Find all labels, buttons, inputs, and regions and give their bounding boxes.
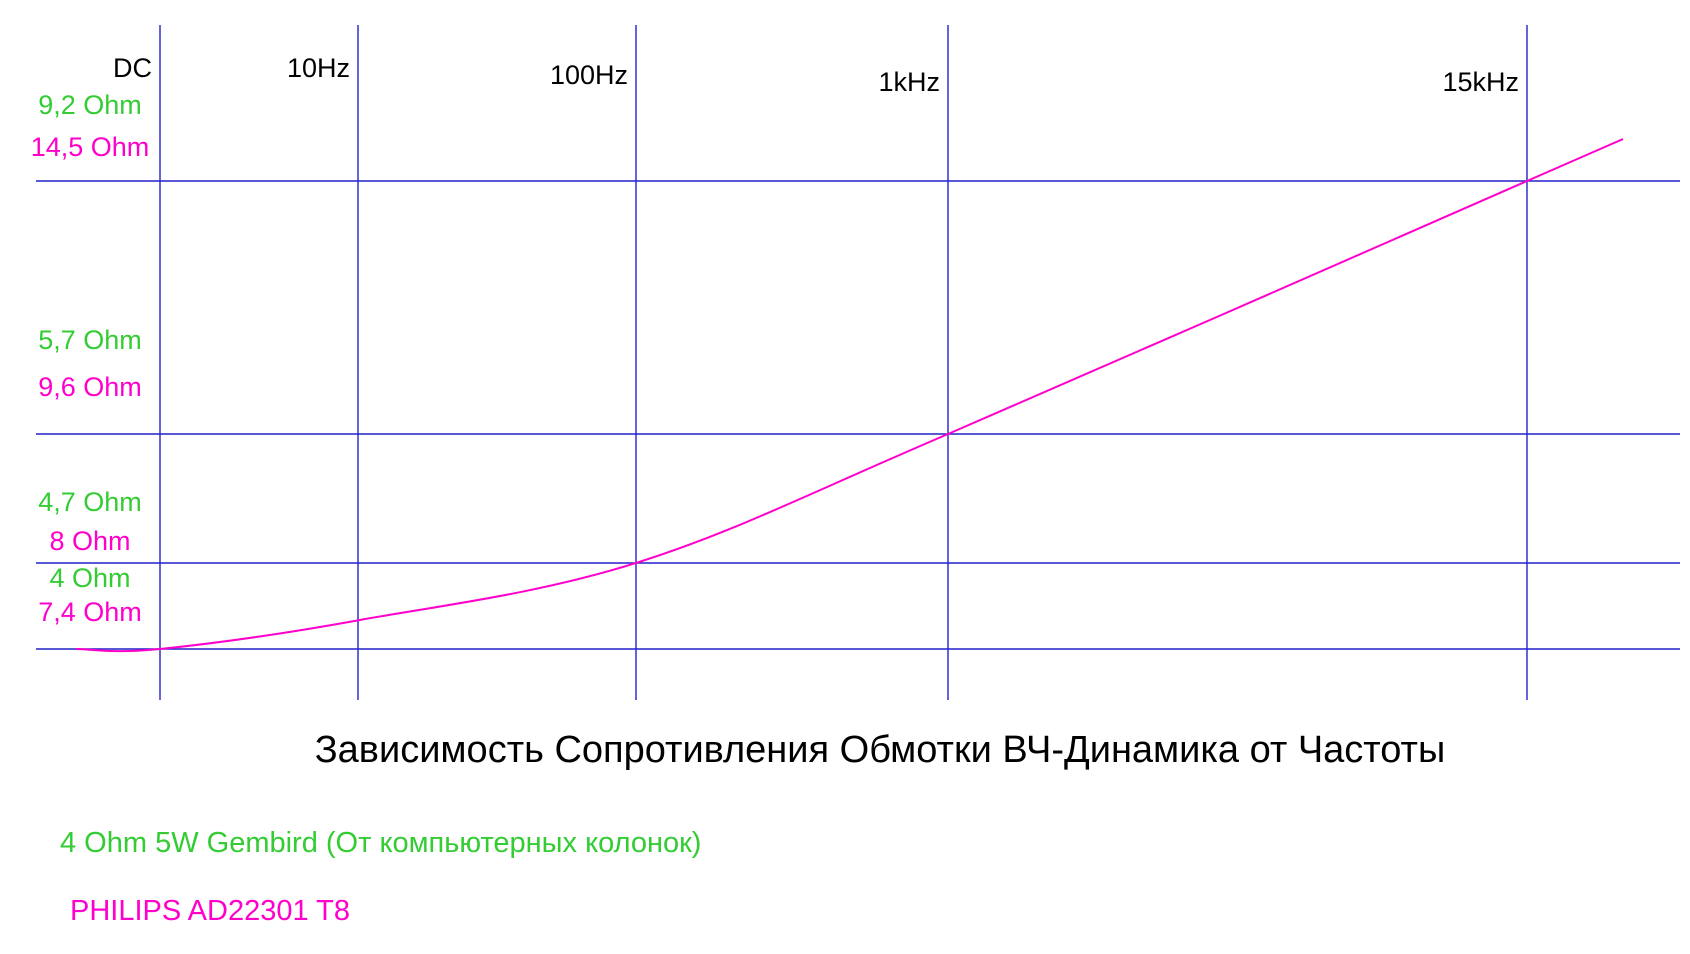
- y-tick-label-magenta: 14,5 Ohm: [31, 132, 150, 162]
- x-tick-label: 100Hz: [550, 60, 628, 90]
- y-tick-labels: 4 Ohm 7,4 Ohm 4,7 Ohm 8 Ohm 5,7 Ohm 9,6 Ohm 9,…: [31, 90, 150, 627]
- legend-entry-gembird: 4 Ohm 5W Gembird (От компьютерных колоно…: [60, 827, 701, 859]
- series-group: [75, 138, 1624, 653]
- legend-entry-philips: PHILIPS AD22301 T8: [70, 895, 350, 927]
- x-tick-label: 1kHz: [878, 67, 940, 97]
- y-tick-label-green: 9,2 Ohm: [38, 90, 142, 120]
- series-line-philips: [75, 138, 1624, 653]
- y-tick-label-green: 4 Ohm: [49, 563, 130, 593]
- grid: [36, 25, 1680, 700]
- x-tick-label: DC: [113, 53, 152, 83]
- y-tick-label-magenta: 8 Ohm: [49, 526, 130, 556]
- y-tick-label-magenta: 9,6 Ohm: [38, 372, 142, 402]
- y-tick-label-magenta: 7,4 Ohm: [38, 597, 142, 627]
- chart-title: Зависимость Сопротивления Обмотки ВЧ-Дин…: [315, 729, 1446, 771]
- y-tick-label-green: 4,7 Ohm: [38, 487, 142, 517]
- x-tick-label: 15kHz: [1442, 67, 1519, 97]
- y-tick-label-green: 5,7 Ohm: [38, 325, 142, 355]
- x-tick-label: 10Hz: [287, 53, 350, 83]
- x-tick-labels: DC 10Hz 100Hz 1kHz 15kHz: [113, 53, 1519, 97]
